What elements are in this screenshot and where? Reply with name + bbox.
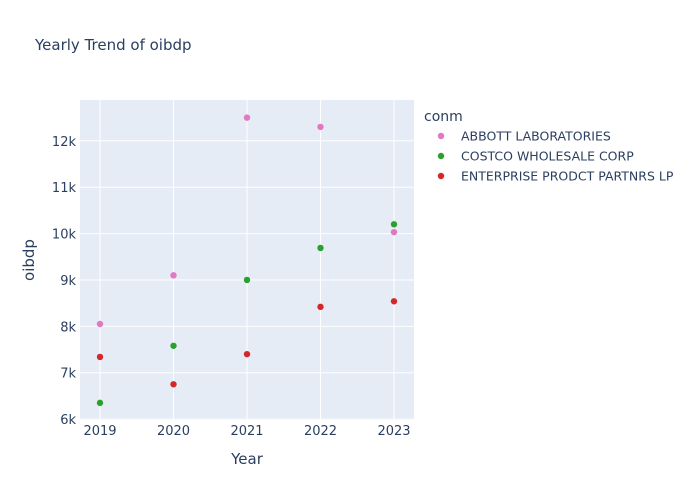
y-tick-label: 12k bbox=[52, 135, 77, 150]
x-tick-label: 2022 bbox=[304, 424, 337, 439]
data-point bbox=[390, 228, 398, 236]
legend-item-label: ABBOTT LABORATORIES bbox=[461, 129, 611, 144]
legend-marker bbox=[437, 132, 445, 140]
data-point bbox=[317, 244, 324, 252]
data-points bbox=[96, 114, 398, 407]
data-point bbox=[390, 298, 398, 305]
data-point bbox=[317, 303, 324, 311]
y-tick-label: 8k bbox=[60, 320, 76, 335]
y-tick-label: 7k bbox=[60, 367, 76, 382]
legend-title: conm bbox=[424, 109, 463, 125]
legend-marker bbox=[437, 172, 445, 180]
y-tick-label: 9k bbox=[60, 274, 76, 289]
data-point bbox=[243, 114, 251, 121]
y-tick-label: 10k bbox=[52, 228, 77, 243]
data-point bbox=[317, 123, 324, 131]
x-tick-label: 2020 bbox=[157, 424, 190, 439]
gridlines bbox=[80, 100, 414, 420]
data-point bbox=[170, 342, 177, 349]
data-point bbox=[170, 272, 177, 279]
data-point bbox=[390, 221, 398, 228]
y-axis-title: oibdp bbox=[20, 239, 38, 281]
y-tick-label: 6k bbox=[60, 413, 76, 428]
x-axis-ticks: 2019 2020 2021 2022 2023 bbox=[83, 424, 410, 439]
x-tick-label: 2023 bbox=[377, 424, 410, 439]
x-tick-label: 2021 bbox=[230, 424, 263, 439]
x-axis-title: Year bbox=[230, 450, 264, 468]
legend-item-label: COSTCO WHOLESALE CORP bbox=[461, 149, 634, 164]
data-point bbox=[96, 399, 104, 407]
data-point bbox=[243, 350, 251, 358]
legend-marker bbox=[437, 152, 445, 160]
x-tick-label: 2019 bbox=[83, 424, 116, 439]
legend-item-label: ENTERPRISE PRODCT PARTNRS LP bbox=[461, 169, 674, 184]
data-point bbox=[170, 381, 177, 388]
data-point bbox=[243, 276, 251, 284]
y-axis-ticks: 6k 7k 8k 9k 10k 11k 12k bbox=[52, 135, 77, 428]
legend: ABBOTT LABORATORIES COSTCO WHOLESALE CORP… bbox=[437, 129, 674, 184]
chart-title: Yearly Trend of oibdp bbox=[34, 36, 192, 54]
data-point bbox=[96, 353, 104, 361]
y-tick-label: 11k bbox=[52, 181, 77, 196]
data-point bbox=[96, 320, 104, 328]
